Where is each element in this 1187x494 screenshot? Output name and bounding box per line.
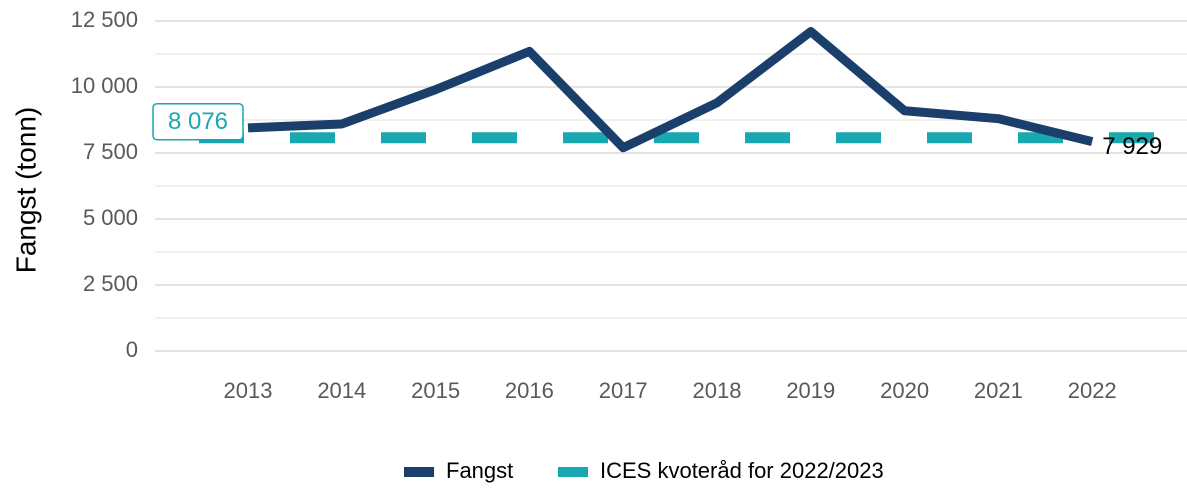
legend-label: ICES kvoteråd for 2022/2023 [600, 458, 884, 483]
legend-swatch [558, 467, 588, 477]
x-tick-label: 2013 [224, 378, 273, 403]
legend-label: Fangst [446, 458, 513, 483]
x-tick-label: 2014 [317, 378, 366, 403]
y-tick-label: 2 500 [83, 271, 138, 296]
reference-label: 8 076 [168, 108, 228, 135]
x-tick-label: 2017 [599, 378, 648, 403]
y-tick-label: 5 000 [83, 205, 138, 230]
x-tick-label: 2016 [505, 378, 554, 403]
data-label: 7 929 [1102, 133, 1162, 160]
x-tick-label: 2019 [786, 378, 835, 403]
y-tick-label: 10 000 [71, 73, 138, 98]
reference-label-box [152, 103, 244, 141]
x-tick-label: 2015 [411, 378, 460, 403]
y-tick-label: 0 [126, 337, 138, 362]
y-axis-label: Fangst (tonn) [10, 107, 41, 274]
line [247, 27, 1094, 153]
legend-swatch [404, 467, 434, 477]
x-tick-label: 2020 [880, 378, 929, 403]
x-tick-label: 2018 [693, 378, 742, 403]
x-tick-label: 2021 [974, 378, 1023, 403]
y-tick-label: 7 500 [83, 139, 138, 164]
x-tick-label: 2022 [1068, 378, 1117, 403]
y-tick-label: 12 500 [71, 7, 138, 32]
